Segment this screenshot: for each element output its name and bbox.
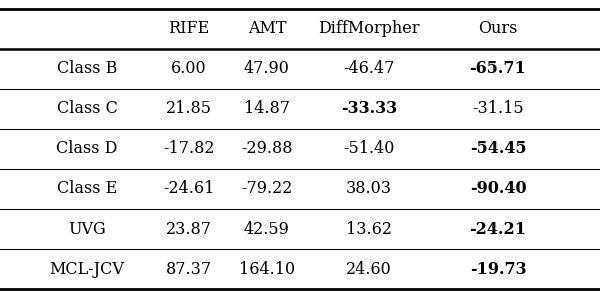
Text: RIFE: RIFE [169,20,209,37]
Text: 6.00: 6.00 [171,60,207,77]
Text: -17.82: -17.82 [163,140,215,157]
Text: -19.73: -19.73 [470,260,526,278]
Text: 87.37: 87.37 [166,260,212,278]
Text: -54.45: -54.45 [470,140,526,157]
Text: 38.03: 38.03 [346,180,392,197]
Text: -65.71: -65.71 [470,60,526,77]
Text: 24.60: 24.60 [346,260,392,278]
Text: -90.40: -90.40 [470,180,526,197]
Text: -33.33: -33.33 [341,100,397,117]
Text: 42.59: 42.59 [244,220,290,237]
Text: DiffMorpher: DiffMorpher [318,20,420,37]
Text: 47.90: 47.90 [244,60,290,77]
Text: -51.40: -51.40 [343,140,395,157]
Text: AMT: AMT [248,20,286,37]
Text: Ours: Ours [478,20,518,37]
Text: 23.87: 23.87 [166,220,212,237]
Text: -79.22: -79.22 [241,180,293,197]
Text: Class D: Class D [56,140,118,157]
Text: -29.88: -29.88 [241,140,293,157]
Text: MCL-JCV: MCL-JCV [50,260,124,278]
Text: 21.85: 21.85 [166,100,212,117]
Text: 164.10: 164.10 [239,260,295,278]
Text: -24.21: -24.21 [470,220,527,237]
Text: 13.62: 13.62 [346,220,392,237]
Text: -31.15: -31.15 [472,100,524,117]
Text: Class B: Class B [57,60,117,77]
Text: UVG: UVG [68,220,106,237]
Text: Class E: Class E [57,180,117,197]
Text: -24.61: -24.61 [163,180,215,197]
Text: -46.47: -46.47 [343,60,395,77]
Text: Class C: Class C [56,100,118,117]
Text: 14.87: 14.87 [244,100,290,117]
